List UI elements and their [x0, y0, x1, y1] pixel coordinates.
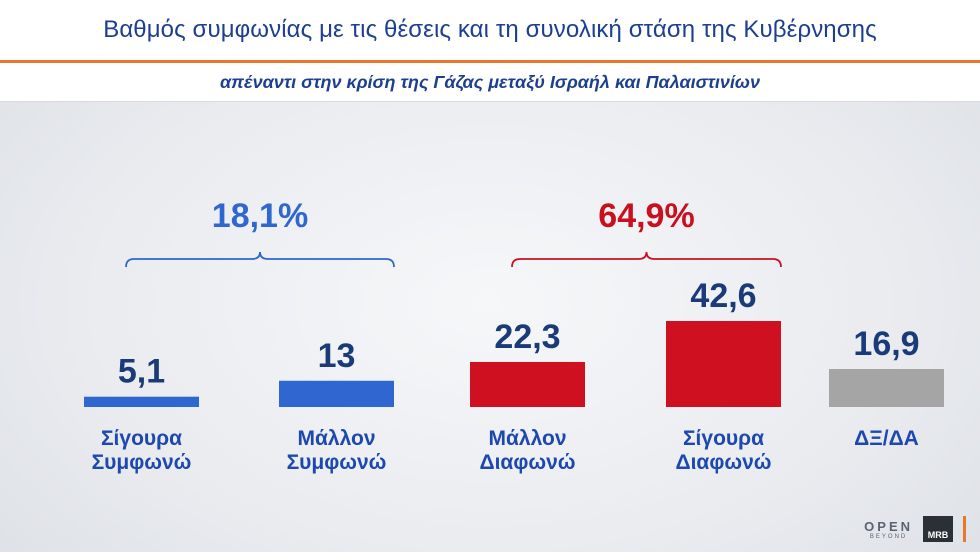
- category-label-0-0: Σίγουρα: [101, 427, 182, 450]
- category-label-1-1: Συμφωνώ: [287, 451, 387, 474]
- category-label-3-1: Διαφωνώ: [675, 451, 771, 474]
- category-label-2-0: Μάλλον: [488, 427, 566, 450]
- open-logo: OPEN BEYOND: [864, 519, 913, 540]
- group-bracket-0: [125, 251, 395, 268]
- subtitle-bar: απέναντι στην κρίση της Γάζας μεταξύ Ισρ…: [0, 63, 980, 102]
- open-logo-text: OPEN: [864, 518, 913, 534]
- category-label-2-1: Διαφωνώ: [479, 451, 575, 474]
- value-label-0: 5,1: [118, 353, 165, 391]
- group-total-label-1: 64,9%: [598, 197, 694, 235]
- bar-1: [279, 380, 394, 407]
- bar-4: [829, 369, 944, 407]
- group-bracket-1: [511, 251, 782, 268]
- value-label-1: 13: [318, 337, 356, 375]
- chart-subtitle: απέναντι στην κρίση της Γάζας μεταξύ Ισρ…: [220, 71, 760, 92]
- group-total-label-0: 18,1%: [212, 197, 308, 235]
- value-label-2: 22,3: [494, 318, 560, 356]
- bar-3: [666, 321, 781, 407]
- value-label-4: 16,9: [853, 325, 919, 363]
- mrb-logo: MRB: [923, 516, 953, 542]
- chart-title: Βαθμός συμφωνίας με τις θέσεις και τη συ…: [103, 16, 877, 43]
- open-logo-subtext: BEYOND: [869, 533, 908, 540]
- category-label-1-0: Μάλλον: [297, 427, 375, 450]
- value-label-3: 42,6: [690, 277, 756, 315]
- category-label-3-0: Σίγουρα: [683, 427, 764, 450]
- bar-2: [470, 361, 585, 407]
- category-label-0-1: Συμφωνώ: [92, 451, 192, 474]
- title-bar: Βαθμός συμφωνίας με τις θέσεις και τη συ…: [0, 0, 980, 63]
- logo-divider: [963, 516, 966, 542]
- category-label-4-0: ΔΞ/ΔΑ: [854, 427, 919, 450]
- broadcaster-logos: OPEN BEYOND MRB: [864, 516, 966, 542]
- bar-0: [84, 396, 199, 407]
